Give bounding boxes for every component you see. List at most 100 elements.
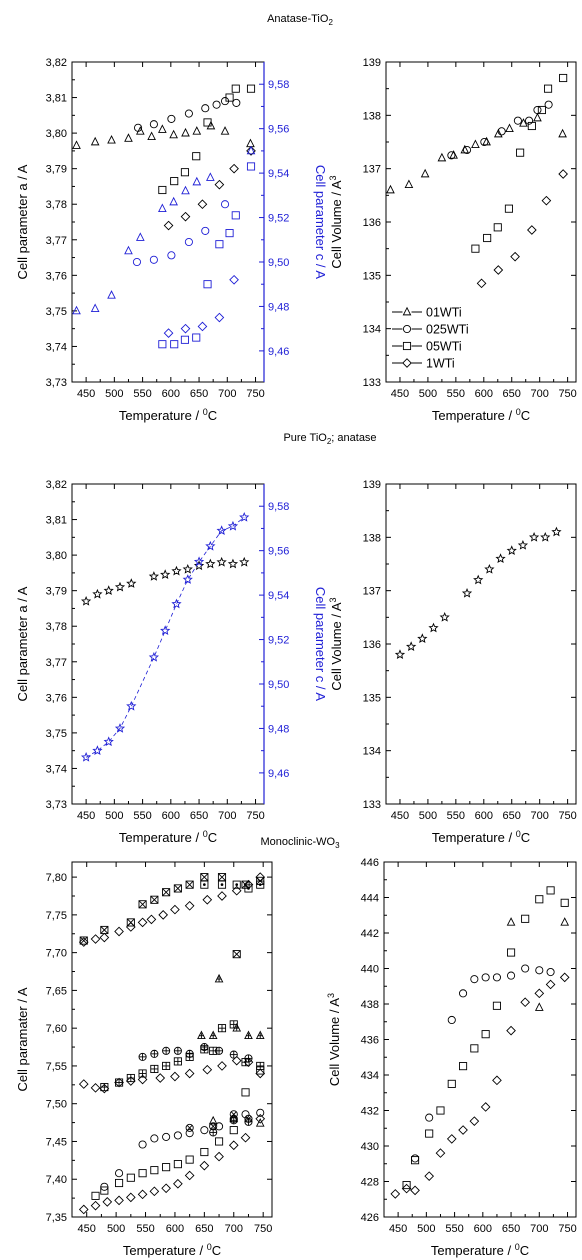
- data-point: [558, 128, 567, 138]
- y2-tick-label: 9,58: [268, 79, 289, 91]
- data-point: [170, 1071, 180, 1082]
- data-point: [229, 274, 239, 285]
- data-point: [241, 1088, 250, 1097]
- data-point: [470, 1044, 479, 1053]
- y-tick-label: 3,78: [46, 621, 67, 633]
- data-point: [535, 966, 544, 975]
- data-point: [214, 1151, 224, 1162]
- y-axis-label: Cell Volume / A3: [326, 993, 342, 1086]
- data-point: [436, 1106, 445, 1115]
- data-point: [78, 1079, 89, 1089]
- legend-marker: [402, 341, 412, 351]
- data-point: [203, 280, 212, 289]
- x-tick-label: 550: [136, 1223, 154, 1235]
- x-tick-label: 700: [225, 1223, 243, 1235]
- data-point: [200, 1043, 209, 1052]
- data-point: [246, 162, 256, 171]
- x-tick-label: 750: [558, 810, 576, 822]
- x-tick-label: 700: [530, 1223, 548, 1235]
- x-tick-label: 650: [190, 810, 208, 822]
- data-point: [239, 511, 250, 522]
- data-point: [484, 563, 495, 574]
- data-point: [446, 1134, 457, 1144]
- series-2: [158, 84, 256, 195]
- data-point: [192, 152, 201, 161]
- x-tick-label: 450: [391, 388, 409, 400]
- y-tick-label: 430: [361, 1141, 379, 1153]
- x-tick-label: 450: [77, 388, 95, 400]
- data-point: [527, 121, 536, 131]
- data-point: [424, 1171, 435, 1182]
- y-tick-label: 135: [363, 270, 381, 282]
- data-point: [199, 1160, 210, 1171]
- data-point: [232, 950, 241, 959]
- data-point: [386, 184, 395, 194]
- data-point: [162, 888, 171, 897]
- y-axis-label: Cell Volume / A3: [328, 175, 344, 268]
- data-point: [125, 922, 136, 932]
- y2-tick-label: 9,50: [268, 679, 289, 691]
- data-point: [394, 649, 406, 660]
- data-point: [214, 312, 225, 323]
- data-point: [102, 1197, 113, 1207]
- data-point: [559, 972, 570, 983]
- x-tick-label: 500: [419, 388, 437, 400]
- data-point: [506, 1025, 516, 1036]
- data-point: [459, 1062, 468, 1071]
- data-point: [115, 1169, 124, 1178]
- data-point: [173, 1046, 182, 1055]
- data-point: [150, 1049, 159, 1058]
- series-1: [402, 886, 569, 1190]
- data-point: [228, 1140, 239, 1151]
- data-point: [125, 1076, 136, 1086]
- data-point: [180, 335, 189, 344]
- data-point: [92, 588, 103, 599]
- data-point: [138, 1169, 147, 1178]
- data-point: [184, 237, 193, 247]
- data-point: [138, 1052, 147, 1061]
- data-point: [107, 135, 116, 144]
- y-tick-label: 444: [361, 893, 379, 905]
- data-point: [148, 651, 159, 662]
- data-point: [135, 126, 145, 135]
- data-point: [170, 904, 180, 915]
- data-point: [212, 100, 221, 109]
- data-point: [240, 1132, 251, 1143]
- series-0: [386, 112, 567, 194]
- data-point: [180, 168, 189, 177]
- x-tick-label: 550: [447, 388, 465, 400]
- y-tick-label: 134: [363, 324, 381, 336]
- y-tick-label: 432: [361, 1106, 379, 1118]
- y2-tick-label: 9,52: [268, 635, 289, 647]
- x-tick-label: 750: [246, 388, 264, 400]
- x-tick-label: 600: [475, 810, 493, 822]
- y2-tick-label: 9,52: [268, 213, 289, 225]
- y-tick-label: 438: [361, 999, 379, 1011]
- data-point: [232, 1022, 242, 1032]
- data-point: [220, 200, 230, 209]
- data-point: [126, 578, 137, 588]
- data-point: [256, 1061, 265, 1070]
- data-point: [471, 244, 480, 253]
- series-1: [447, 100, 553, 160]
- y-tick-label: 3,77: [46, 235, 67, 247]
- x-tick-label: 700: [218, 388, 236, 400]
- series-7: [197, 973, 265, 1040]
- data-point: [244, 1030, 253, 1040]
- plot-frame: [71, 861, 273, 1218]
- x-tick-label: 550: [133, 810, 151, 822]
- chart-wo3-lattice: 450 500 550 600 650 700 750 7,35 7,40 7,45 7,50 7,5…: [15, 861, 273, 1258]
- y-axis-label: Cell paramater / A: [15, 987, 30, 1091]
- data-point: [216, 525, 227, 536]
- data-point: [148, 571, 159, 581]
- data-point: [206, 120, 216, 130]
- y2-tick-label: 9,46: [268, 768, 289, 780]
- data-point: [256, 1108, 265, 1117]
- data-point: [406, 641, 417, 652]
- group-title-anatase: Anatase-TiO2: [267, 13, 333, 27]
- y-tick-label: 136: [363, 639, 381, 651]
- group-title-wo3: Monoclinic-WO3: [260, 836, 340, 850]
- data-point: [459, 989, 468, 998]
- x-tick-label: 650: [503, 388, 521, 400]
